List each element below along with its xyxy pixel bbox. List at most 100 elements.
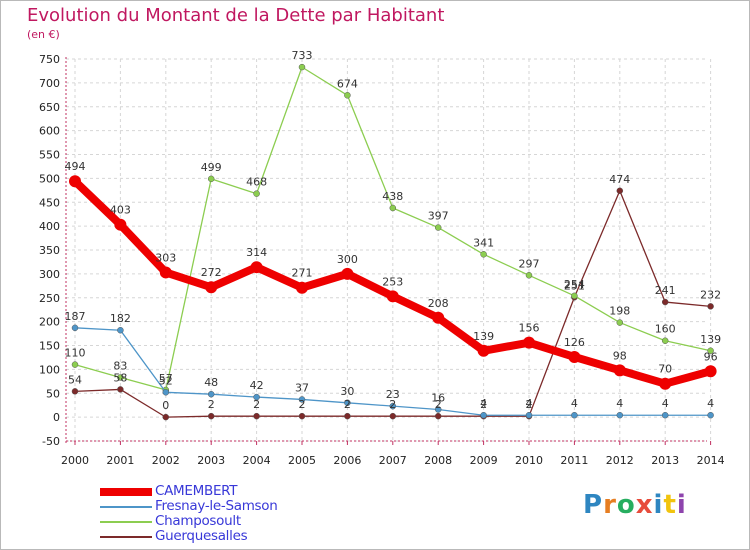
data-label: 499 [201,161,222,174]
data-label: 397 [428,210,449,223]
data-label: 733 [292,49,313,62]
data-point [205,281,218,294]
data-label: 314 [246,246,267,259]
data-point [661,298,669,306]
data-point [298,412,306,420]
y-tick-label: 250 [39,292,60,305]
legend-label: Champosoult [155,513,241,529]
y-tick-label: 100 [39,363,60,376]
data-label: 23 [386,388,400,401]
y-tick-label: 500 [39,172,60,185]
x-tick-label: 2011 [560,454,588,467]
data-label: 160 [655,323,676,336]
data-point [525,272,533,279]
y-tick-label: 0 [53,411,60,424]
y-tick-label: 600 [39,125,60,138]
x-tick-label: 2006 [333,454,361,467]
series-lines [69,63,717,421]
y-tick-label: -50 [42,435,60,448]
y-tick-label: 400 [39,220,60,233]
y-tick-label: 550 [39,149,60,162]
data-point [162,413,170,421]
data-point [480,411,487,419]
proxiti-logo: Proxiti [583,490,687,520]
data-label: 42 [250,379,264,392]
data-label: 54 [68,373,82,386]
data-label: 96 [704,350,718,363]
x-tick-label: 2007 [379,454,407,467]
data-label: 438 [382,190,403,203]
logo-letter: i [653,490,664,520]
data-label: 156 [519,322,540,335]
data-label: 139 [700,333,721,346]
data-label: 198 [609,305,630,318]
data-point [253,393,260,401]
data-label: 126 [564,336,585,349]
data-point [477,344,490,357]
data-label: 16 [431,391,445,404]
data-point [525,411,533,419]
data-label: 468 [246,176,267,189]
data-label: 4 [616,397,623,410]
data-label: 4 [707,397,714,410]
data-point [661,411,669,419]
data-point [523,336,535,349]
data-label: 2 [253,398,260,411]
data-point [71,388,79,395]
data-label: 300 [337,253,358,266]
data-point [432,311,445,324]
data-labels: 54 58 0 2 2 2 2 2 2 2 2 251 474 241 232 110 83 57 499 468 73… [65,49,722,412]
data-label: 48 [204,376,218,389]
data-label: 139 [473,330,494,343]
data-point [568,350,581,363]
data-point [434,406,442,413]
data-point [114,218,127,231]
data-point [207,412,215,420]
data-point [159,266,172,279]
data-point [117,326,124,334]
data-label: 251 [564,279,585,292]
data-point [389,204,397,212]
data-point [253,412,260,420]
data-label: 4 [662,397,669,410]
data-label: 110 [65,347,86,360]
data-label: 494 [65,160,86,173]
x-tick-label: 2005 [288,454,316,467]
data-point [571,411,578,419]
data-label: 4 [571,397,578,410]
data-point [298,396,306,403]
data-label: 182 [110,312,131,325]
data-point [386,290,399,303]
legend-swatch [100,521,152,523]
data-point [434,224,442,231]
logo-letter: o [616,490,636,520]
legend-swatch [100,488,152,496]
data-label: 474 [609,173,630,186]
data-label: 254 [564,278,585,291]
data-point [659,377,672,390]
data-label: 2 [389,398,396,411]
x-tick-label: 2004 [243,454,271,467]
chart-title: Evolution du Montant de la Dette par Hab… [27,5,445,26]
data-label: 37 [295,381,309,394]
data-point [162,389,170,396]
legend-label: CAMEMBERT [155,483,238,499]
x-tick-label: 2013 [651,454,679,467]
data-label: 2 [208,398,215,411]
y-tick-label: 50 [46,387,60,400]
data-point [704,365,717,378]
data-point [344,92,351,99]
data-point [250,261,263,274]
y-tick-label: 300 [39,268,60,281]
data-point [69,175,81,188]
x-tick-label: 2009 [470,454,498,467]
chart-unit: (en €) [27,28,60,41]
data-point [71,361,79,368]
data-label: 271 [292,267,313,280]
data-label: 297 [519,257,540,270]
data-label: 2 [344,398,351,411]
data-label: 241 [655,284,676,297]
x-tick-label: 2001 [106,454,134,467]
legend-label: Guerquesalles [155,528,248,544]
